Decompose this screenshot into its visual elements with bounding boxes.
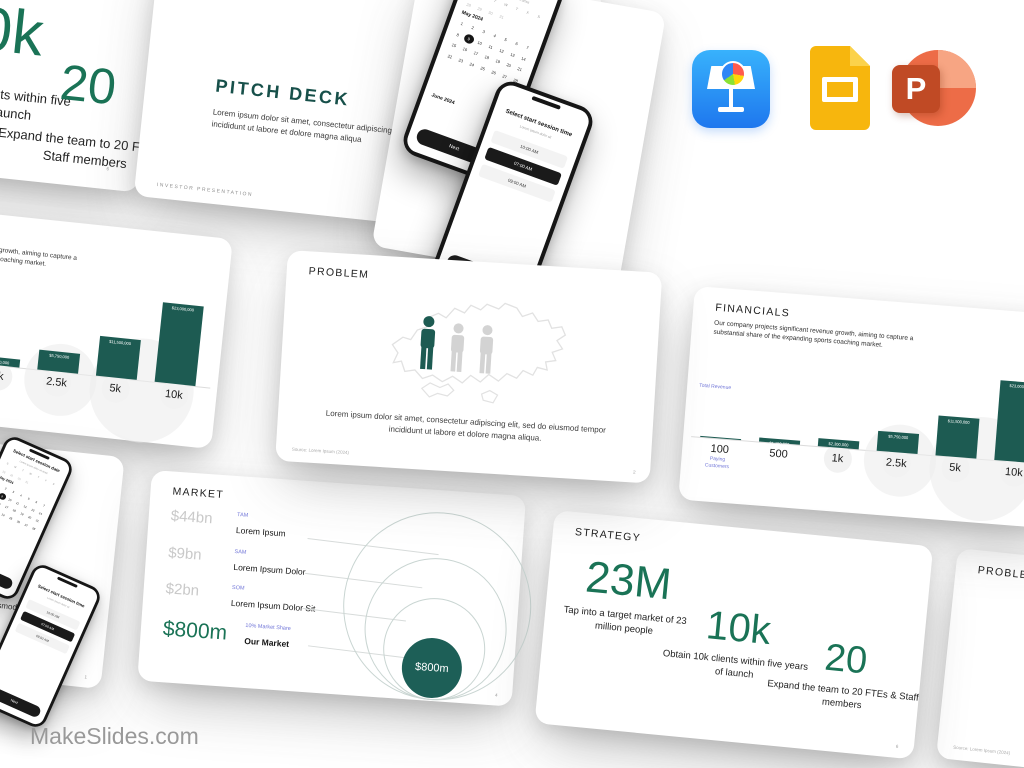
x-axis-label: Paying Customers [704,455,730,470]
powerpoint-icon[interactable]: P [892,48,976,130]
fin-bar-2.5k: $5,750,000 2.5k [27,289,96,392]
slide-title: STRATEGY [574,526,642,545]
stat-value: 20 [822,636,870,683]
person-icon [479,325,494,374]
market-tag: TAM [236,512,249,519]
google-slides-icon[interactable] [810,46,870,130]
slide-title: PROBLEM [977,564,1024,583]
market-row-tam: $44bn TAM Lorem Ipsum [170,507,287,541]
slide-title: MARKET [172,485,225,502]
fin-bar-2.5k: $5,750,000 2.5k [866,370,932,471]
x-tick-label: 1k [808,450,868,467]
fin-bar-10k: $23,000,000 10k [144,301,213,404]
market-value: $800m [162,617,228,645]
slide-card-problem[interactable]: PROBLEM Lorem ipsum dolor sit amet, con [275,250,663,484]
slide-card-financials-partial[interactable]: FINANCIALS Our company projects signific… [0,200,233,450]
market-label: Lorem Ipsum [235,525,286,539]
page-number: 2 [632,469,636,475]
stat-caption: Expand the team to 20 FTEs & Staff membe… [766,678,920,712]
page-number: 6 [895,743,899,749]
cover-title: PITCH DECK [214,75,351,110]
fin-bar-5k: $11,500,000 5k [85,295,154,398]
market-tag: SOM [231,584,245,592]
market-label: Lorem Ipsum Dolor [233,561,306,577]
slide-card-strategy[interactable]: STRATEGY 23M Tap into a target market of… [534,510,934,760]
page-number: 1 [84,674,88,680]
revenue-bar-chart: 100$1,150,000500$2,300,0001k$5,750,0002.… [0,270,215,404]
market-row-som: $2bn SOM Lorem Ipsum Dolor Sit [165,580,317,616]
market-tag: 10% Market Share [245,622,292,633]
people-icons [415,314,498,375]
market-label: Our Market [243,635,290,649]
calendar-month-june: June 2024 [430,92,456,107]
phone-next-button: Next [0,685,43,719]
market-row-our-market: $800m 10% Market Share Our Market [162,617,291,652]
fin-bar-1k: $2,300,000 1k [808,366,874,467]
slide-card-problem-partial[interactable]: PROBLEM Source: Lorem Ipsum (2024) [935,548,1024,768]
x-tick-label: 1k [0,367,28,385]
financials-body: Our company projects significant revenue… [713,319,914,350]
market-value: $9bn [167,544,203,564]
hong-kong-map-outline [361,289,580,420]
source-note: Source: Lorem Ipsum (2024) [291,446,350,456]
slide-card-market[interactable]: MARKET $44bn TAM Lorem Ipsum $9bn SAM Lorem … [137,470,538,707]
fin-bar-500: $1,150,000 500 [749,361,815,462]
x-tick-label: 500 [768,447,789,461]
phone-next-button: Next [0,557,15,591]
keynote-icon[interactable] [692,50,770,128]
person-icon [420,316,436,370]
slide-title: FINANCIALS [714,301,791,320]
market-label: Lorem Ipsum Dolor Sit [230,597,316,614]
cover-footer: INVESTOR PRESENTATION [156,182,254,199]
market-value: $2bn [165,580,200,600]
person-icon [450,323,465,372]
market-row-sam: $9bn SAM Lorem Ipsum Dolor [167,544,307,580]
market-value: $44bn [170,507,214,528]
strategy-stat-team: 20 Expand the team to 20 FTEs & Staff me… [765,633,923,718]
slide-title: PROBLEM [308,265,370,281]
page-number: 4 [494,692,498,698]
fin-bar-5k: $11,500,000 5k [925,375,991,476]
page-number: 6 [106,166,110,172]
slide-card-financials[interactable]: FINANCIALS Our company projects signific… [678,286,1024,530]
source-note: Source: Lorem Ipsum (2024) [952,744,1011,756]
fin-bar-100: 100 [690,356,756,457]
financials-body: Our company projects significant revenue… [0,234,78,269]
fin-bar-10k: $23,000,000 10k [984,380,1024,481]
market-tag: SAM [234,548,247,556]
brand-logo-text[interactable]: MakeSlides.com [30,723,199,749]
